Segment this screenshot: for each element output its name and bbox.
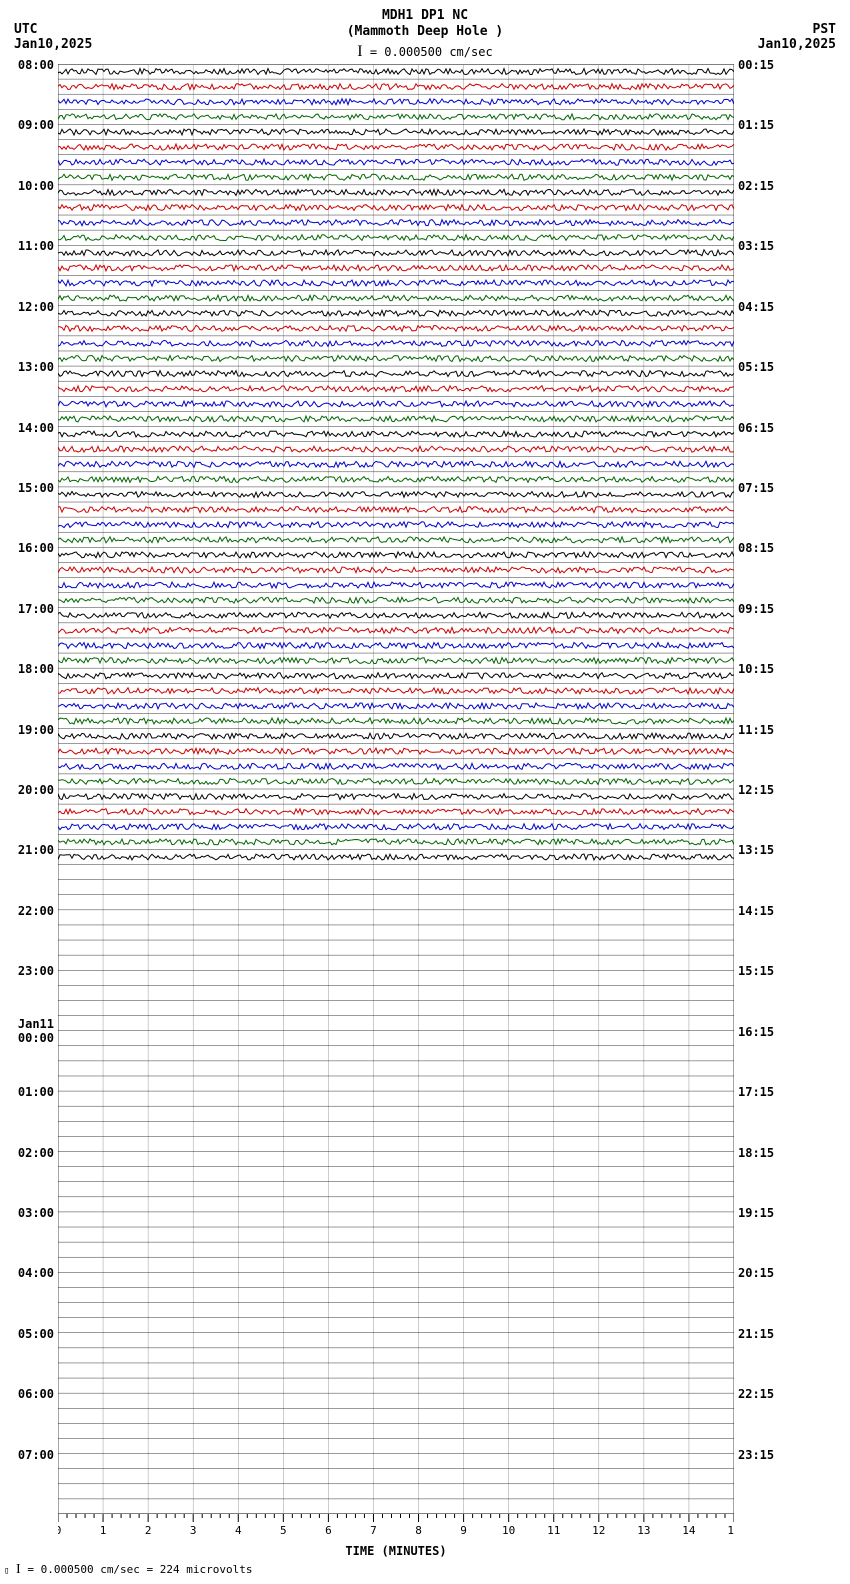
x-axis-label: TIME (MINUTES) [58, 1544, 734, 1558]
right-time-labels: 00:1501:1502:1503:1504:1505:1506:1507:15… [736, 64, 792, 1514]
station-name: (Mammoth Deep Hole ) [0, 24, 850, 40]
right-timezone-block: PST Jan10,2025 [758, 22, 836, 52]
pst-time-label: 16:15 [738, 1025, 774, 1039]
station-id: MDH1 DP1 NC [0, 8, 850, 24]
utc-time-label: 08:00 [18, 58, 54, 72]
utc-time-label: 20:00 [18, 783, 54, 797]
utc-time-label: 01:00 [18, 1085, 54, 1099]
utc-time-label: 10:00 [18, 179, 54, 193]
right-tz: PST [758, 22, 836, 37]
svg-text:12: 12 [592, 1524, 605, 1537]
utc-time-label: 05:00 [18, 1327, 54, 1341]
pst-time-label: 02:15 [738, 179, 774, 193]
utc-time-label: 12:00 [18, 300, 54, 314]
pst-time-label: 18:15 [738, 1146, 774, 1160]
utc-time-label: 17:00 [18, 602, 54, 616]
utc-time-label: Jan11 00:00 [18, 1017, 54, 1045]
pst-time-label: 05:15 [738, 360, 774, 374]
utc-time-label: 14:00 [18, 421, 54, 435]
pst-time-label: 07:15 [738, 481, 774, 495]
seismogram-plot [58, 64, 734, 1514]
pst-time-label: 06:15 [738, 421, 774, 435]
svg-text:11: 11 [547, 1524, 560, 1537]
utc-time-label: 22:00 [18, 904, 54, 918]
svg-text:6: 6 [325, 1524, 332, 1537]
header: MDH1 DP1 NC (Mammoth Deep Hole ) I = 0.0… [0, 8, 850, 61]
right-date: Jan10,2025 [758, 37, 836, 52]
utc-time-label: 02:00 [18, 1146, 54, 1160]
left-time-labels: 08:0009:0010:0011:0012:0013:0014:0015:00… [0, 64, 56, 1514]
x-axis: 0123456789101112131415TIME (MINUTES) [58, 1514, 734, 1558]
left-date: Jan10,2025 [14, 37, 92, 52]
pst-time-label: 04:15 [738, 300, 774, 314]
pst-time-label: 15:15 [738, 964, 774, 978]
utc-time-label: 11:00 [18, 239, 54, 253]
pst-time-label: 11:15 [738, 723, 774, 737]
svg-text:14: 14 [682, 1524, 696, 1537]
pst-time-label: 13:15 [738, 843, 774, 857]
pst-time-label: 12:15 [738, 783, 774, 797]
utc-time-label: 15:00 [18, 481, 54, 495]
svg-text:0: 0 [58, 1524, 61, 1537]
utc-time-label: 23:00 [18, 964, 54, 978]
utc-time-label: 03:00 [18, 1206, 54, 1220]
pst-time-label: 23:15 [738, 1448, 774, 1462]
footer-scale: ▯ I = 0.000500 cm/sec = 224 microvolts [4, 1562, 253, 1578]
pst-time-label: 10:15 [738, 662, 774, 676]
pst-time-label: 01:15 [738, 118, 774, 132]
svg-text:3: 3 [190, 1524, 197, 1537]
pst-time-label: 22:15 [738, 1387, 774, 1401]
svg-text:13: 13 [637, 1524, 650, 1537]
pst-time-label: 09:15 [738, 602, 774, 616]
svg-text:7: 7 [370, 1524, 377, 1537]
pst-time-label: 08:15 [738, 541, 774, 555]
left-timezone-block: UTC Jan10,2025 [14, 22, 92, 52]
pst-time-label: 00:15 [738, 58, 774, 72]
pst-time-label: 03:15 [738, 239, 774, 253]
utc-time-label: 18:00 [18, 662, 54, 676]
svg-text:15: 15 [727, 1524, 734, 1537]
seismogram-container: MDH1 DP1 NC (Mammoth Deep Hole ) I = 0.0… [0, 0, 850, 1584]
pst-time-label: 17:15 [738, 1085, 774, 1099]
pst-time-label: 14:15 [738, 904, 774, 918]
svg-text:5: 5 [280, 1524, 287, 1537]
utc-time-label: 16:00 [18, 541, 54, 555]
utc-time-label: 04:00 [18, 1266, 54, 1280]
utc-time-label: 07:00 [18, 1448, 54, 1462]
svg-text:8: 8 [415, 1524, 422, 1537]
pst-time-label: 20:15 [738, 1266, 774, 1280]
pst-time-label: 19:15 [738, 1206, 774, 1220]
scale-indicator: I = 0.000500 cm/sec [0, 43, 850, 61]
pst-time-label: 21:15 [738, 1327, 774, 1341]
utc-time-label: 13:00 [18, 360, 54, 374]
svg-text:2: 2 [145, 1524, 152, 1537]
utc-time-label: 21:00 [18, 843, 54, 857]
utc-time-label: 09:00 [18, 118, 54, 132]
left-tz: UTC [14, 22, 92, 37]
svg-text:9: 9 [460, 1524, 467, 1537]
svg-text:10: 10 [502, 1524, 515, 1537]
svg-text:4: 4 [235, 1524, 242, 1537]
utc-time-label: 19:00 [18, 723, 54, 737]
svg-text:1: 1 [100, 1524, 107, 1537]
utc-time-label: 06:00 [18, 1387, 54, 1401]
